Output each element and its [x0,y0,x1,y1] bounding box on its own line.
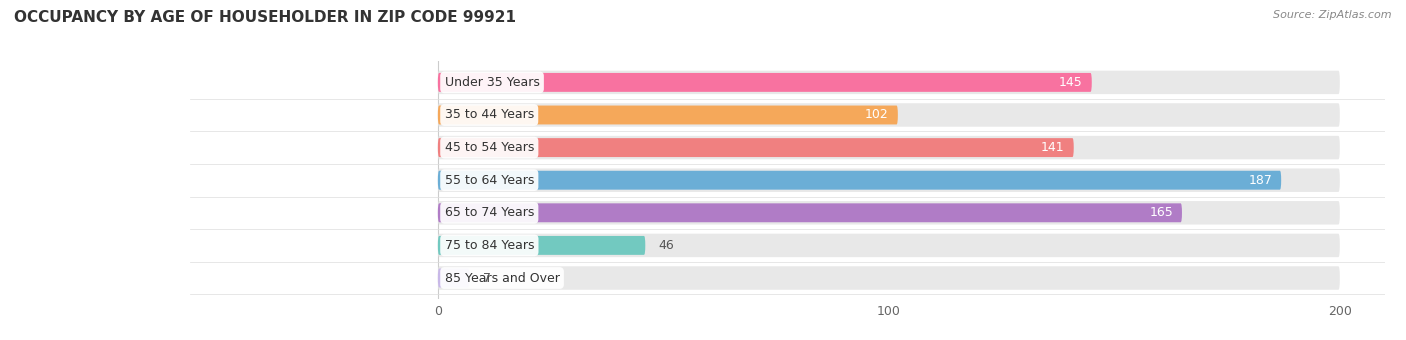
Text: 102: 102 [865,108,889,121]
Text: Source: ZipAtlas.com: Source: ZipAtlas.com [1274,10,1392,20]
Text: 165: 165 [1149,206,1173,219]
FancyBboxPatch shape [437,236,645,255]
Text: 46: 46 [659,239,675,252]
FancyBboxPatch shape [437,105,898,124]
FancyBboxPatch shape [437,103,1340,127]
FancyBboxPatch shape [437,203,1182,222]
FancyBboxPatch shape [437,201,1340,224]
FancyBboxPatch shape [437,171,1281,190]
Text: OCCUPANCY BY AGE OF HOUSEHOLDER IN ZIP CODE 99921: OCCUPANCY BY AGE OF HOUSEHOLDER IN ZIP C… [14,10,516,25]
FancyBboxPatch shape [437,266,1340,290]
Text: 141: 141 [1040,141,1064,154]
Text: 65 to 74 Years: 65 to 74 Years [444,206,534,219]
FancyBboxPatch shape [437,73,1092,92]
Text: 35 to 44 Years: 35 to 44 Years [444,108,534,121]
Text: 85 Years and Over: 85 Years and Over [444,272,560,285]
FancyBboxPatch shape [437,234,1340,257]
FancyBboxPatch shape [437,168,1340,192]
FancyBboxPatch shape [437,138,1074,157]
FancyBboxPatch shape [437,71,1340,94]
Text: 75 to 84 Years: 75 to 84 Years [444,239,534,252]
Text: Under 35 Years: Under 35 Years [444,76,540,89]
Text: 45 to 54 Years: 45 to 54 Years [444,141,534,154]
Text: 187: 187 [1249,174,1272,187]
Text: 145: 145 [1059,76,1083,89]
FancyBboxPatch shape [437,136,1340,159]
Text: 55 to 64 Years: 55 to 64 Years [444,174,534,187]
FancyBboxPatch shape [437,269,470,287]
Text: 7: 7 [482,272,491,285]
